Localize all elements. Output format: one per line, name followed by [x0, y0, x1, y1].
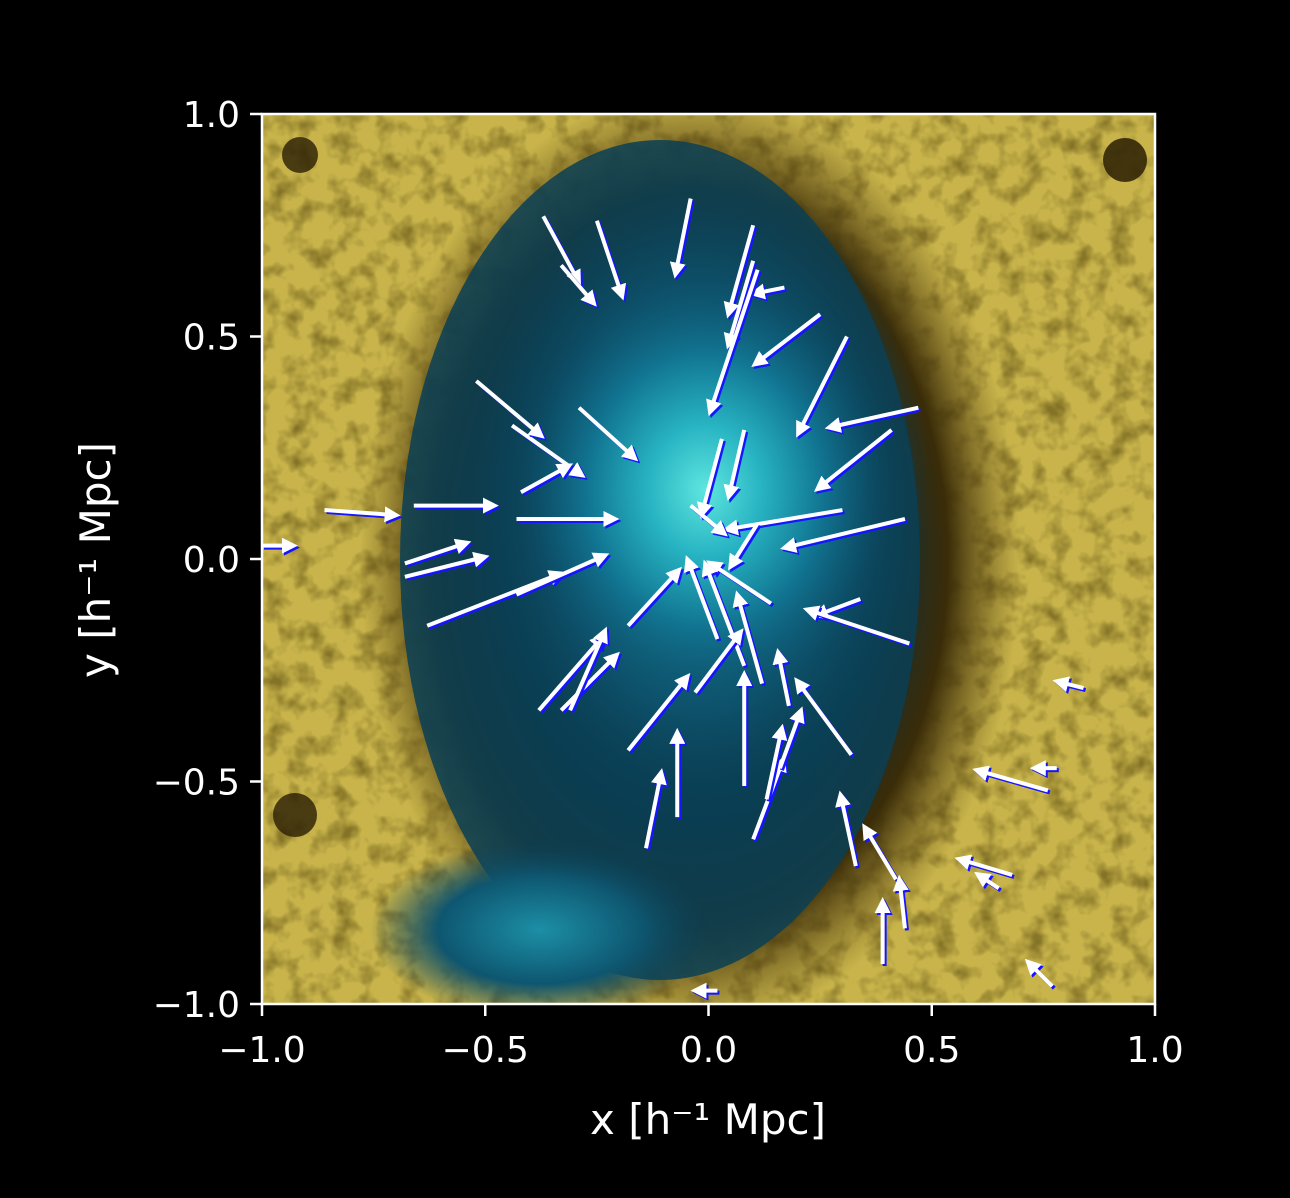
- arrow-shadow: [628, 568, 684, 630]
- velocity-arrow: [594, 220, 627, 301]
- velocity-arrow: [515, 552, 610, 597]
- arrow-shadow: [753, 314, 824, 370]
- velocity-arrow: [796, 335, 849, 438]
- velocity-arrow: [811, 597, 862, 620]
- velocity-arrow: [568, 626, 608, 712]
- velocity-arrow: [426, 570, 565, 628]
- velocity-arrow: [723, 224, 756, 319]
- x-tick-label: −1.0: [218, 1030, 305, 1071]
- arrow-shadow: [646, 770, 669, 851]
- velocity-arrow: [972, 765, 1049, 793]
- arrow-shadow: [750, 285, 787, 302]
- y-tick-label: 1.0: [183, 95, 240, 136]
- velocity-arrow: [751, 312, 822, 368]
- x-tick-label: 0.0: [680, 1030, 737, 1071]
- x-tick-label: −0.5: [442, 1030, 529, 1071]
- velocity-arrow: [780, 517, 906, 553]
- velocity-arrow: [954, 854, 1013, 877]
- density-map: [262, 114, 1155, 1004]
- velocity-arrow: [510, 423, 586, 478]
- arrow-shadow: [570, 628, 610, 714]
- velocity-arrow: [706, 269, 760, 417]
- velocity-arrow: [689, 504, 728, 537]
- arrow-shadow: [698, 440, 726, 521]
- velocity-arrow: [723, 429, 747, 502]
- arrow-shadow: [766, 725, 790, 802]
- velocity-arrow: [693, 628, 744, 694]
- velocity-arrow: [1052, 676, 1085, 692]
- velocity-arrow: [835, 790, 858, 867]
- velocity-arrow: [892, 874, 909, 929]
- velocity-arrow: [706, 560, 773, 606]
- velocity-arrow: [520, 463, 574, 494]
- arrow-shadow: [695, 630, 746, 696]
- velocity-arrow: [751, 755, 787, 841]
- arrow-shadow: [798, 337, 851, 440]
- x-tick-label: 0.5: [903, 1030, 960, 1071]
- velocity-arrow: [772, 648, 791, 707]
- velocity-arrow: [778, 706, 805, 769]
- velocity-arrow: [728, 522, 760, 571]
- arrow-shadow: [539, 635, 608, 714]
- velocity-arrow: [723, 260, 756, 350]
- velocity-arrow: [764, 723, 788, 800]
- velocity-arrow: [644, 768, 667, 849]
- arrow-shadow: [780, 708, 807, 771]
- x-axis: −1.0 −0.5 0.0 0.5 1.0: [218, 1004, 1184, 1071]
- arrow-shadow: [725, 262, 758, 352]
- velocity-arrow: [974, 871, 1000, 890]
- y-tick-label: −0.5: [153, 763, 240, 804]
- velocity-arrows: [262, 198, 1087, 1001]
- arrow-shadow: [628, 674, 693, 754]
- arrow-shadow: [725, 226, 758, 321]
- velocity-arrow: [732, 590, 765, 685]
- velocity-arrow: [475, 379, 545, 439]
- velocity-arrow: [794, 677, 853, 756]
- arrow-shadow: [753, 757, 789, 843]
- arrow-shadow: [708, 271, 762, 419]
- velocity-arrow: [802, 605, 911, 646]
- velocity-arrow: [721, 508, 843, 536]
- y-axis-label: y [h⁻¹ Mpc]: [71, 442, 120, 678]
- arrow-shadow: [517, 554, 612, 599]
- arrow-shadow: [671, 200, 695, 281]
- arrow-shadow: [813, 599, 864, 622]
- velocity-arrow: [404, 538, 472, 566]
- velocity-arrow: [683, 555, 720, 640]
- velocity-arrow: [541, 215, 582, 287]
- velocity-arrow: [577, 406, 639, 462]
- velocity-arrow: [324, 506, 401, 523]
- velocity-arrow: [862, 823, 898, 881]
- arrow-shadow: [826, 407, 921, 435]
- velocity-arrow: [626, 566, 682, 628]
- velocity-arrow: [626, 672, 691, 752]
- velocity-arrow: [1024, 958, 1054, 988]
- arrow-shadow: [725, 431, 749, 504]
- velocity-arrow: [696, 438, 724, 519]
- arrow-shadow: [782, 519, 908, 555]
- velocity-arrow: [669, 198, 693, 279]
- y-tick-label: 0.0: [183, 540, 240, 581]
- y-tick-label: 0.5: [183, 318, 240, 359]
- velocity-arrow: [701, 559, 747, 667]
- arrow-shadow: [815, 430, 895, 494]
- velocity-arrow: [748, 283, 785, 300]
- velocity-arrow: [813, 428, 893, 492]
- velocity-arrow: [404, 551, 490, 579]
- y-tick-label: −1.0: [153, 985, 240, 1026]
- y-axis: 1.0 0.5 0.0 −0.5 −1.0: [153, 95, 262, 1026]
- x-tick-label: 1.0: [1126, 1030, 1183, 1071]
- velocity-arrow: [537, 633, 606, 712]
- arrow-shadow: [406, 540, 474, 568]
- x-axis-label: x [h⁻¹ Mpc]: [590, 1095, 826, 1144]
- velocity-arrow: [824, 405, 919, 433]
- arrow-shadow: [406, 553, 492, 581]
- velocity-arrow: [559, 263, 597, 307]
